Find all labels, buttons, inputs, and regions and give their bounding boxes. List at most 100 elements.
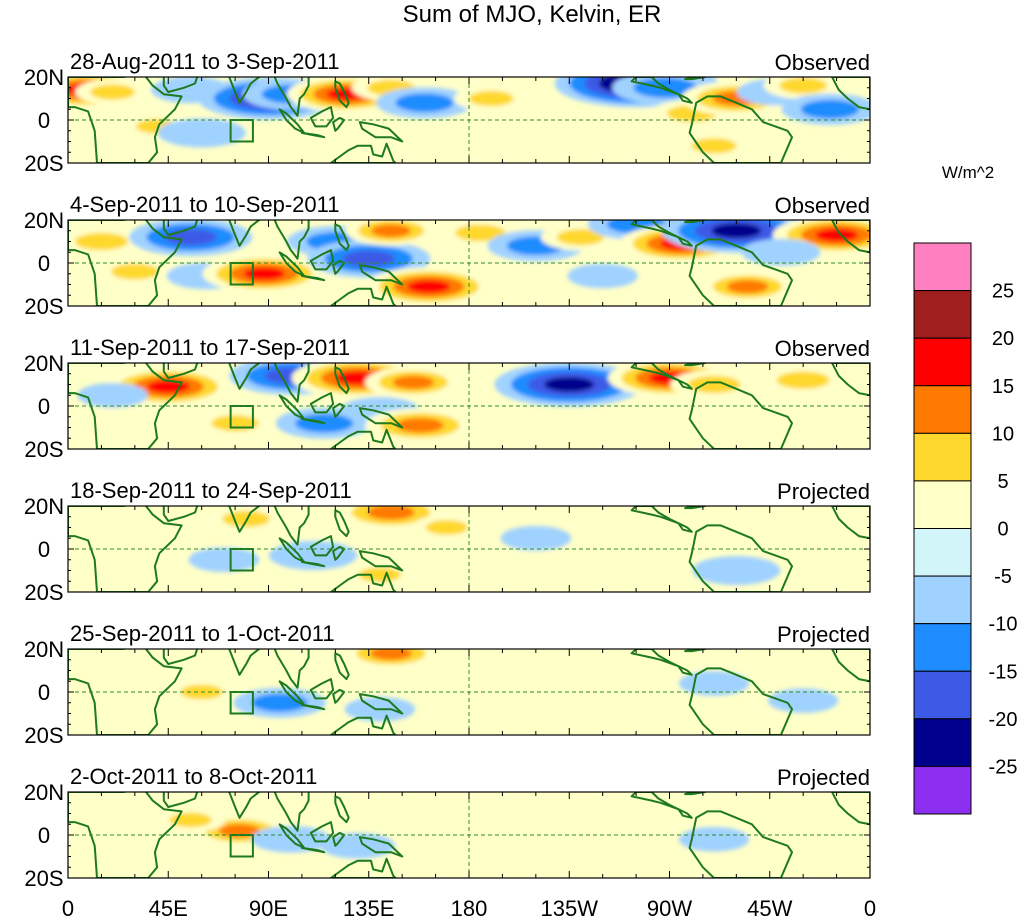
contour-ring [164, 229, 217, 246]
coastline [300, 417, 326, 425]
panel-period-label: 18-Sep-2011 to 24-Sep-2011 [70, 478, 352, 503]
coastline [68, 506, 183, 592]
x-tick-label: 0 [62, 896, 74, 921]
anomaly-blob [569, 554, 636, 578]
contour-ring [678, 827, 750, 852]
coastline [332, 259, 346, 275]
y-tick-label: 20N [24, 65, 64, 90]
y-tick-label: 0 [38, 108, 50, 133]
coastline [309, 392, 335, 414]
coastline [334, 366, 350, 395]
anomaly-blob [188, 547, 260, 573]
coastline [630, 506, 693, 533]
coastline [831, 506, 870, 540]
colorbar-cell [913, 480, 972, 529]
marker-box [229, 691, 254, 715]
coastline [162, 220, 199, 236]
colorbar: 25 20 15 10 5 0 -5 -10 -15 -20 -25 [913, 242, 1017, 815]
anomaly-blob [699, 271, 796, 303]
coastline [329, 714, 397, 735]
colorbar-cell [913, 718, 972, 767]
coastline [630, 220, 693, 247]
anomaly-blob [500, 525, 572, 551]
x-tick-label: 45E [149, 896, 188, 921]
coastline [228, 792, 261, 819]
coastline [630, 649, 693, 676]
contour-ring [342, 250, 396, 267]
contour-ring [776, 371, 830, 389]
coastline [228, 363, 261, 390]
marker-box [229, 262, 254, 286]
coastline [688, 667, 793, 735]
contour-ring [211, 415, 259, 432]
coastlines [68, 506, 870, 592]
anomaly-blob [302, 663, 369, 687]
anomaly-blob [155, 807, 226, 833]
contour-ring [358, 567, 402, 583]
x-tick-label: 0 [864, 896, 876, 921]
panel-5: 25-Sep-2011 to 1-Oct-2011 Projected 20N 0 20… [24, 621, 871, 748]
contour-ring [425, 520, 468, 535]
coastline [309, 535, 335, 557]
x-tick-label: 135E [343, 896, 394, 921]
contour-ring [468, 90, 514, 107]
coastline [68, 649, 183, 735]
contour-ring [75, 232, 128, 251]
anomaly-field [166, 649, 839, 722]
colorbar-cell [913, 575, 972, 625]
anomaly-blob [364, 408, 475, 443]
contour-ring [687, 375, 741, 394]
y-tick-label: 20S [24, 866, 63, 891]
coastlines [68, 363, 870, 449]
coastline [334, 652, 350, 681]
colorbar-label: 25 [992, 281, 1014, 303]
y-tick-label: 0 [38, 251, 50, 276]
anomaly-field [68, 220, 870, 306]
coastline [162, 792, 199, 808]
anomaly-blob [670, 370, 759, 399]
coastline [162, 363, 199, 379]
x-tick-label: 180 [451, 896, 488, 921]
coastline [162, 506, 199, 522]
anomaly-blob [591, 511, 658, 535]
x-axis: 0 45E 90E 135E 180 135W 90W 45W 0 [62, 896, 876, 921]
anomaly-blob [692, 556, 781, 585]
contour-ring [691, 138, 737, 154]
contour-ring [711, 223, 762, 239]
anomaly-blob [68, 227, 146, 256]
coastline [228, 506, 261, 533]
panel-2: 4-Sep-2011 to 10-Sep-2011 Observed 20N 0 20S [24, 192, 871, 319]
coastline [332, 402, 346, 418]
chart-title: Sum of MJO, Kelvin, ER [403, 1, 662, 28]
coastline [358, 121, 404, 143]
panel-3: 11-Sep-2011 to 17-Sep-2011 Observed 20N 0 20… [24, 335, 871, 462]
anomaly-blob [344, 220, 438, 246]
y-tick-label: 20N [24, 351, 64, 376]
coastline [228, 649, 261, 676]
colorbar-cell [913, 337, 972, 387]
contour-ring [569, 554, 636, 578]
colorbar-units: W/m^2 [942, 163, 994, 182]
colorbar-label: 10 [992, 423, 1014, 445]
anomaly-blob [767, 688, 839, 713]
colorbar-label: 20 [992, 328, 1014, 350]
coastline [273, 363, 310, 403]
marker-box [229, 119, 254, 143]
coastline [329, 142, 397, 163]
coastline [688, 810, 793, 878]
marker-box [229, 834, 254, 858]
panel-1: 28-Aug-2011 to 3-Sep-2011 Observed 20N 0 20S [24, 49, 871, 176]
coastline [228, 77, 261, 104]
coastline [684, 506, 707, 510]
coastline [228, 220, 261, 247]
contour-ring [500, 525, 572, 551]
anomaly-field [188, 506, 781, 588]
anomaly-blob [781, 93, 870, 125]
y-tick-label: 20N [24, 780, 64, 805]
anomaly-blob [320, 832, 396, 859]
coastline [334, 223, 350, 252]
coastline [688, 95, 793, 163]
anomaly-blob [202, 254, 326, 293]
anomaly-blob [763, 77, 843, 99]
contour-ring [779, 77, 827, 94]
